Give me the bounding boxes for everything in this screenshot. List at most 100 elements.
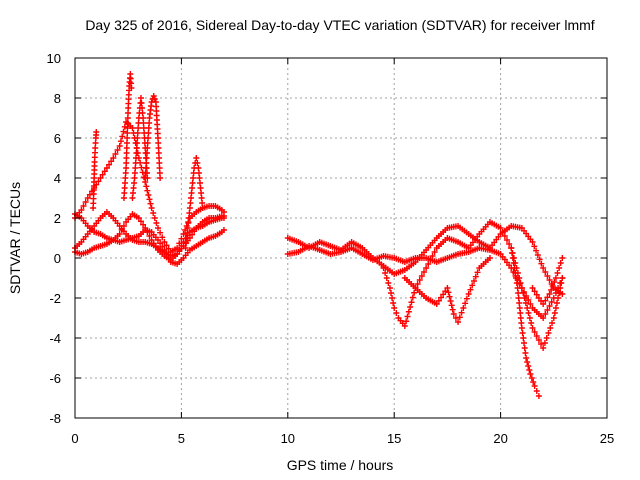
data-point <box>526 367 533 373</box>
y-tick-label: -6 <box>49 371 61 386</box>
data-point <box>444 285 451 291</box>
data-point <box>391 305 398 311</box>
data-point <box>469 282 476 289</box>
data-point <box>540 265 547 271</box>
data-point <box>558 280 565 286</box>
data-point <box>140 221 147 228</box>
series-spike-a <box>90 129 100 211</box>
data-point <box>556 265 563 271</box>
data-point <box>458 309 465 316</box>
data-point <box>425 261 432 267</box>
data-point <box>93 129 100 135</box>
data-point <box>128 85 135 91</box>
data-point <box>199 205 206 211</box>
data-point <box>540 301 547 307</box>
data-point <box>521 340 528 346</box>
data-point <box>455 319 462 325</box>
data-point <box>407 304 414 310</box>
data-point <box>163 242 170 249</box>
x-tick-labels: 0 5 10 15 20 25 <box>71 431 614 446</box>
data-point <box>447 298 454 304</box>
y-tick-label: 8 <box>54 91 61 106</box>
data-point <box>152 243 159 250</box>
data-point <box>449 306 456 313</box>
data-point <box>161 239 168 245</box>
data-point <box>403 318 410 325</box>
data-point <box>556 290 563 296</box>
data-point <box>542 297 549 304</box>
data-point <box>148 205 155 211</box>
data-point <box>423 265 430 271</box>
data-point <box>153 220 160 226</box>
data-point <box>119 133 126 140</box>
data-point <box>411 289 418 296</box>
data-point <box>523 355 530 361</box>
y-tick-label: 10 <box>47 51 61 66</box>
data-point <box>521 345 528 351</box>
data-point <box>528 375 535 381</box>
data-point <box>548 287 555 293</box>
data-point <box>511 265 518 271</box>
data-point <box>440 291 447 298</box>
data-point <box>456 314 463 321</box>
data-point <box>151 215 158 221</box>
grid-lines <box>75 58 607 418</box>
series-arc-4 <box>72 211 227 263</box>
data-point <box>553 300 560 306</box>
data-point <box>385 280 392 286</box>
series-arc-6 <box>284 243 566 321</box>
data-point <box>521 295 528 301</box>
series-spike-b <box>120 71 135 201</box>
x-tick-label: 25 <box>600 431 614 446</box>
series-arc-5 <box>284 223 566 297</box>
data-point <box>433 301 440 307</box>
data-point <box>174 251 181 257</box>
data-point <box>499 229 506 235</box>
data-point <box>194 160 201 166</box>
data-point <box>467 286 474 293</box>
data-point <box>382 270 389 276</box>
data-point <box>101 168 108 175</box>
x-axis-label: GPS time / hours <box>287 457 394 473</box>
data-point <box>418 273 425 279</box>
data-point <box>446 293 453 300</box>
data-point <box>509 250 516 256</box>
data-point <box>538 341 545 347</box>
data-point <box>148 237 155 243</box>
x-tick-label: 15 <box>387 431 401 446</box>
data-point <box>559 291 566 297</box>
data-point <box>147 200 154 207</box>
data-point <box>541 340 548 346</box>
data-point <box>531 243 538 250</box>
data-point <box>429 253 436 259</box>
data-point <box>460 305 467 311</box>
data-point <box>180 231 187 237</box>
data-point <box>154 225 161 231</box>
data-point <box>559 275 566 281</box>
data-points <box>72 71 566 399</box>
data-point <box>540 345 547 351</box>
data-point <box>135 215 142 221</box>
data-point <box>513 275 520 281</box>
data-point <box>554 270 561 276</box>
data-point <box>535 393 542 399</box>
data-point <box>80 203 87 209</box>
data-point <box>549 283 556 289</box>
data-point <box>550 315 557 321</box>
data-point <box>472 273 479 280</box>
data-point <box>401 323 408 329</box>
data-point <box>448 302 455 309</box>
data-point <box>531 288 538 295</box>
y-tick-label: 4 <box>54 171 61 186</box>
data-point <box>137 218 144 225</box>
series-spike-c <box>129 95 151 201</box>
data-point <box>220 213 227 219</box>
data-point <box>545 330 552 336</box>
data-point <box>386 285 393 291</box>
x-tick-label: 20 <box>493 431 507 446</box>
data-point <box>390 300 397 306</box>
data-point <box>431 249 438 255</box>
data-point <box>140 174 147 181</box>
data-point <box>520 290 527 296</box>
